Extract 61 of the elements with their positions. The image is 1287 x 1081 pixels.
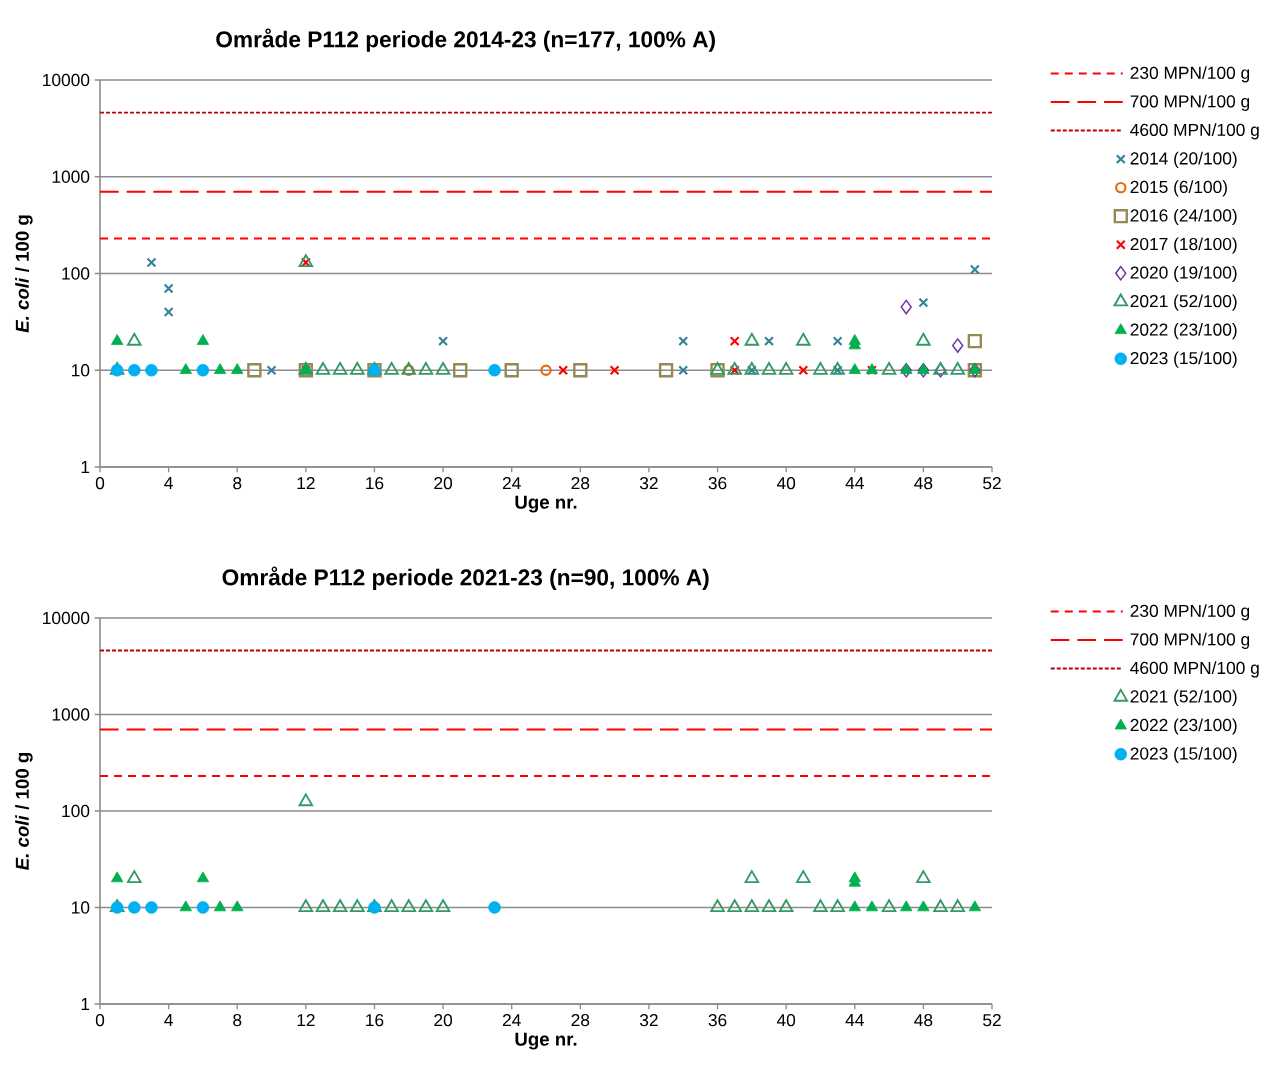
legend-label: 2016 (24/100) — [1130, 208, 1237, 226]
legend-label: 2023 (15/100) — [1130, 351, 1237, 368]
y-tick-label: 10000 — [43, 611, 90, 625]
x-tick-label: 4 — [164, 1014, 173, 1026]
y-tick-label: 1000 — [52, 708, 90, 721]
y-tick-label: 1000 — [52, 170, 90, 183]
legend-label: 4600 MPN/100 g — [1130, 123, 1259, 140]
y-axis-title: E. coli / 100 g — [15, 215, 33, 333]
x-tick-label: 28 — [571, 1014, 590, 1027]
legend-label: 230 MPN/100 g — [1130, 604, 1250, 621]
x-tick-label: 0 — [95, 477, 105, 490]
x-tick-label: 52 — [983, 1014, 1001, 1027]
legend-label: 700 MPN/100 g — [1130, 94, 1250, 111]
y-tick-label: 10 — [72, 364, 90, 377]
x-tick-label: 24 — [502, 1014, 521, 1027]
x-tick-label: 52 — [983, 477, 1001, 490]
x-tick-label: 20 — [434, 477, 453, 490]
x-tick-label: 20 — [434, 1014, 453, 1027]
x-tick-label: 32 — [639, 477, 658, 490]
legend-label: 2015 (6/100) — [1130, 180, 1227, 197]
x-tick-label: 44 — [845, 1014, 864, 1026]
y-tick-label: 1 — [81, 998, 90, 1010]
legend-label: 2020 (19/100) — [1130, 265, 1237, 283]
legend-label: 700 MPN/100 g — [1130, 632, 1250, 649]
x-tick-label: 24 — [502, 477, 521, 490]
y-tick-label: 10000 — [43, 73, 90, 87]
legend-label: 2021 (52/100) — [1130, 294, 1237, 311]
x-tick-label: 8 — [233, 477, 242, 490]
legend-label: 2023 (15/100) — [1130, 746, 1237, 764]
x-axis-title: Uge nr. — [515, 495, 577, 513]
x-tick-label: 8 — [233, 1014, 242, 1027]
legend-label: 4600 MPN/100 g — [1130, 661, 1259, 678]
x-tick-label: 28 — [571, 477, 590, 490]
legend-label: 2014 (20/100) — [1130, 151, 1237, 168]
x-tick-label: 12 — [297, 1014, 315, 1027]
legend-label: 2022 (23/100) — [1130, 718, 1237, 735]
x-tick-label: 4 — [164, 477, 173, 489]
y-tick-label: 100 — [62, 804, 90, 818]
legend-label: 2021 (52/100) — [1130, 689, 1237, 707]
x-tick-label: 36 — [708, 1014, 727, 1027]
x-tick-label: 16 — [366, 1014, 384, 1027]
chart-title: Område P112 periode 2014-23 (n=177, 100% A) — [216, 28, 715, 52]
x-tick-label: 44 — [845, 477, 864, 489]
legend-label: 230 MPN/100 g — [1130, 66, 1250, 83]
x-tick-label: 36 — [708, 477, 727, 490]
y-tick-label: 10 — [72, 901, 90, 914]
x-tick-label: 0 — [95, 1014, 105, 1027]
y-tick-label: 1 — [81, 461, 90, 473]
legend-label: 2017 (18/100) — [1130, 237, 1237, 254]
y-axis-title: E. coli / 100 g — [15, 752, 33, 870]
legend-label: 2022 (23/100) — [1130, 323, 1237, 340]
x-tick-label: 48 — [914, 477, 933, 490]
x-tick-label: 40 — [776, 477, 796, 490]
x-tick-label: 32 — [639, 1014, 658, 1027]
x-tick-label: 16 — [366, 477, 384, 490]
y-tick-label: 100 — [62, 267, 90, 280]
x-tick-label: 48 — [914, 1014, 933, 1027]
x-tick-label: 12 — [297, 477, 315, 490]
x-tick-label: 40 — [776, 1014, 796, 1027]
x-axis-title: Uge nr. — [515, 1032, 577, 1050]
chart-title: Område P112 periode 2021-23 (n=90, 100% A) — [222, 566, 709, 590]
